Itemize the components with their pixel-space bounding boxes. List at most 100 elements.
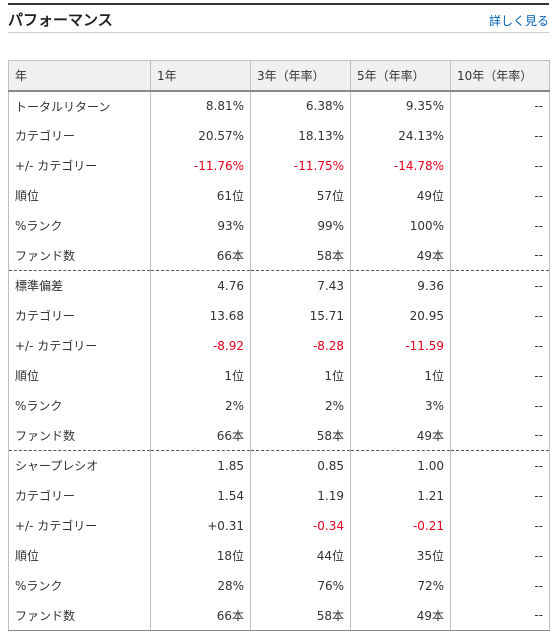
value-cell: -11.76% (150, 150, 251, 181)
table-body: トータルリターン 8.81% 6.38% 9.35% -- カテゴリー 20.57% 18.1… (8, 90, 550, 631)
table-row: 順位 1位 1位 1位 -- (8, 360, 550, 391)
value-cell: -- (450, 390, 550, 421)
row-label: ファンド数 (8, 600, 151, 631)
value-cell: +0.31 (150, 510, 251, 541)
value-cell: 100% (350, 210, 451, 241)
value-cell: 3% (350, 390, 451, 421)
table-row: %ランク 93% 99% 100% -- (8, 210, 550, 241)
row-label: 順位 (8, 360, 151, 391)
value-cell: -- (450, 510, 550, 541)
table-row: トータルリターン 8.81% 6.38% 9.35% -- (8, 90, 550, 121)
value-cell: 2% (150, 390, 251, 421)
value-cell: 58本 (250, 600, 351, 631)
value-cell: -0.21 (350, 510, 451, 541)
value-cell: 1位 (350, 360, 451, 391)
row-label: +/- カテゴリー (8, 150, 151, 181)
value-cell: 57位 (250, 180, 351, 211)
value-cell: -- (450, 270, 550, 301)
value-cell: 58本 (250, 240, 351, 271)
value-cell: -- (450, 330, 550, 361)
value-cell: 20.95 (350, 300, 451, 331)
value-cell: 20.57% (150, 120, 251, 151)
table-row: %ランク 2% 2% 3% -- (8, 390, 550, 421)
value-cell: 61位 (150, 180, 251, 211)
value-cell: 9.35% (350, 90, 451, 121)
table-row: 標準偏差 4.76 7.43 9.36 -- (8, 270, 550, 301)
table-row: カテゴリー 1.54 1.19 1.21 -- (8, 480, 550, 511)
value-cell: 1位 (250, 360, 351, 391)
row-label: 順位 (8, 180, 151, 211)
row-label: カテゴリー (8, 300, 151, 331)
value-cell: 18位 (150, 540, 251, 571)
value-cell: -- (450, 570, 550, 601)
table-row: 順位 61位 57位 49位 -- (8, 180, 550, 211)
column-header-3y: 3年（年率） (250, 60, 351, 92)
column-header-year: 年 (8, 60, 151, 92)
value-cell: 8.81% (150, 90, 251, 121)
value-cell: 49位 (350, 180, 451, 211)
value-cell: -- (450, 180, 550, 211)
value-cell: 9.36 (350, 270, 451, 301)
row-label: ファンド数 (8, 240, 151, 271)
row-label: ファンド数 (8, 420, 151, 451)
value-cell: 49本 (350, 600, 451, 631)
value-cell: 4.76 (150, 270, 251, 301)
performance-table: 年 1年 3年（年率） 5年（年率） 10年（年率） トータルリターン 8.81%… (8, 60, 550, 631)
value-cell: 76% (250, 570, 351, 601)
table-row: ファンド数 66本 58本 49本 -- (8, 240, 550, 271)
table-row: ファンド数 66本 58本 49本 -- (8, 600, 550, 631)
table-row: シャープレシオ 1.85 0.85 1.00 -- (8, 450, 550, 481)
section-title: パフォーマンス (8, 11, 113, 29)
value-cell: 15.71 (250, 300, 351, 331)
value-cell: 49本 (350, 240, 451, 271)
value-cell: -- (450, 210, 550, 241)
value-cell: -- (450, 480, 550, 511)
value-cell: 1位 (150, 360, 251, 391)
value-cell: 7.43 (250, 270, 351, 301)
value-cell: 66本 (150, 600, 251, 631)
value-cell: 99% (250, 210, 351, 241)
table-row: 順位 18位 44位 35位 -- (8, 540, 550, 571)
value-cell: -- (450, 240, 550, 271)
value-cell: -- (450, 600, 550, 631)
value-cell: -- (450, 120, 550, 151)
table-row: +/- カテゴリー +0.31 -0.34 -0.21 -- (8, 510, 550, 541)
value-cell: -8.28 (250, 330, 351, 361)
value-cell: 35位 (350, 540, 451, 571)
value-cell: -- (450, 300, 550, 331)
value-cell: 49本 (350, 420, 451, 451)
table-row: +/- カテゴリー -8.92 -8.28 -11.59 -- (8, 330, 550, 361)
value-cell: 66本 (150, 240, 251, 271)
section-header: パフォーマンス 詳しく見る (8, 3, 549, 33)
row-label: +/- カテゴリー (8, 510, 151, 541)
value-cell: -- (450, 150, 550, 181)
row-label: %ランク (8, 570, 151, 601)
row-label: カテゴリー (8, 480, 151, 511)
value-cell: -0.34 (250, 510, 351, 541)
value-cell: -14.78% (350, 150, 451, 181)
row-label: %ランク (8, 210, 151, 241)
table-header-row: 年 1年 3年（年率） 5年（年率） 10年（年率） (8, 60, 550, 92)
value-cell: -11.59 (350, 330, 451, 361)
value-cell: 1.85 (150, 450, 251, 481)
value-cell: -11.75% (250, 150, 351, 181)
value-cell: 1.00 (350, 450, 451, 481)
value-cell: 93% (150, 210, 251, 241)
table-row: カテゴリー 20.57% 18.13% 24.13% -- (8, 120, 550, 151)
value-cell: 0.85 (250, 450, 351, 481)
see-more-link[interactable]: 詳しく見る (488, 14, 549, 28)
row-label: トータルリターン (8, 90, 151, 121)
table-row: %ランク 28% 76% 72% -- (8, 570, 550, 601)
row-label: カテゴリー (8, 120, 151, 151)
value-cell: 13.68 (150, 300, 251, 331)
value-cell: 6.38% (250, 90, 351, 121)
value-cell: 72% (350, 570, 451, 601)
column-header-1y: 1年 (150, 60, 251, 92)
value-cell: -- (450, 450, 550, 481)
row-label: シャープレシオ (8, 450, 151, 481)
value-cell: 1.19 (250, 480, 351, 511)
value-cell: -8.92 (150, 330, 251, 361)
table-row: カテゴリー 13.68 15.71 20.95 -- (8, 300, 550, 331)
value-cell: 24.13% (350, 120, 451, 151)
row-label: %ランク (8, 390, 151, 421)
